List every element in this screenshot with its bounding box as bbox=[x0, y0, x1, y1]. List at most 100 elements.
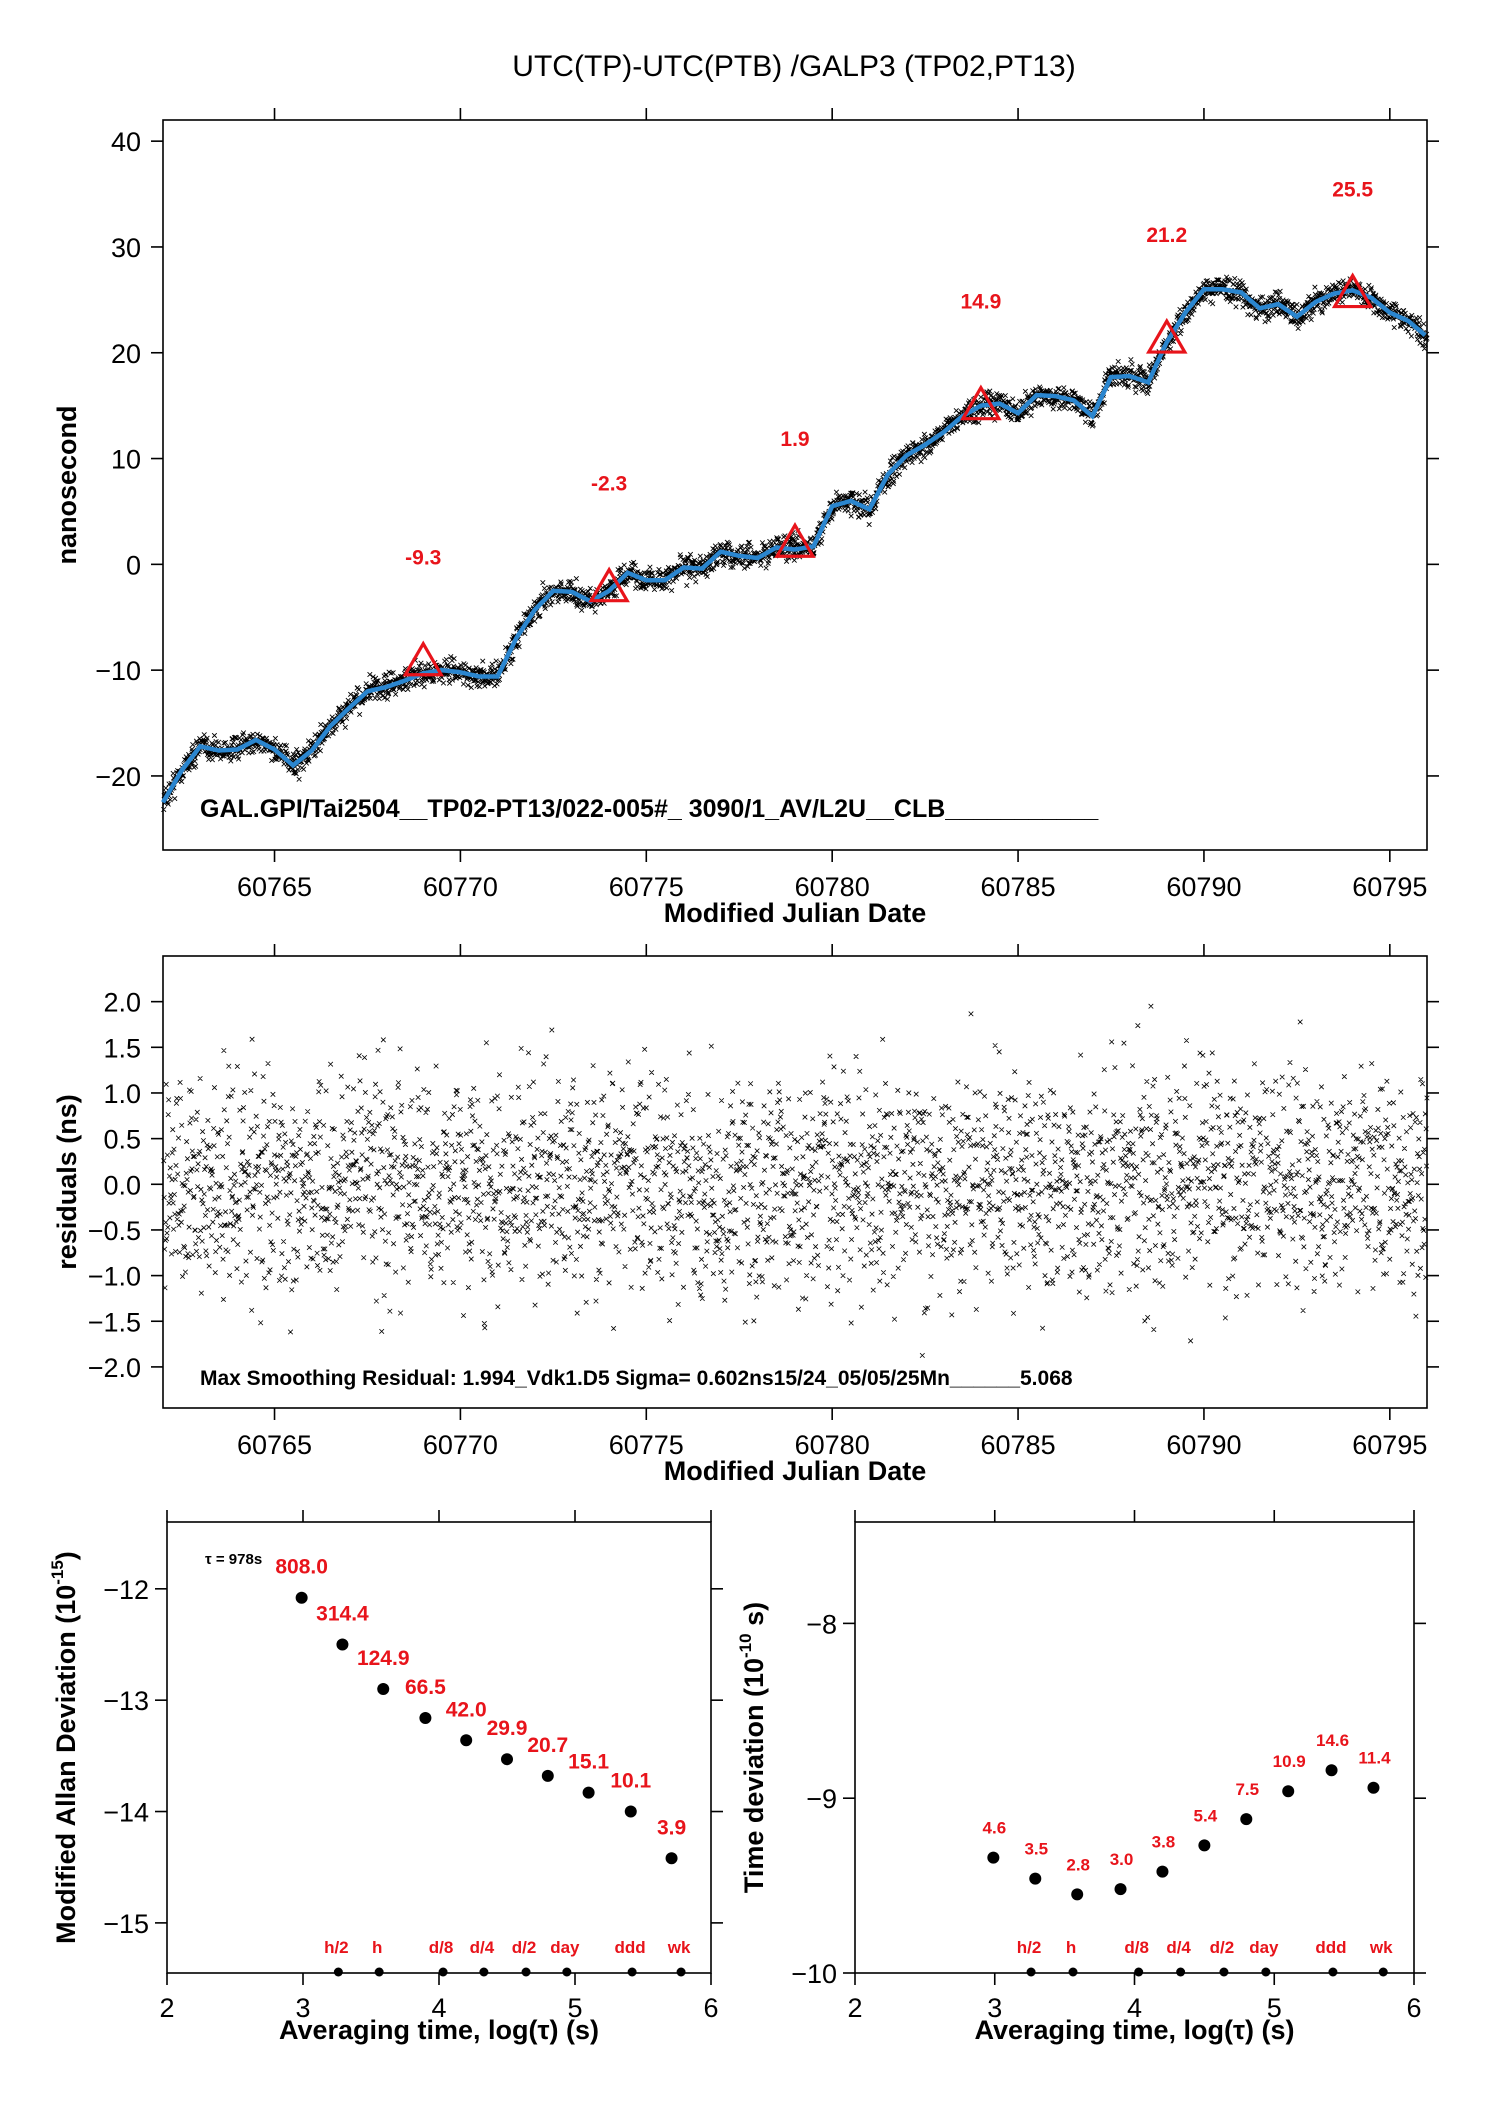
mdev-interval-dot bbox=[627, 1967, 637, 1977]
mdev-point bbox=[419, 1711, 432, 1724]
ts-marker bbox=[1145, 317, 1188, 354]
mdev-point bbox=[377, 1683, 390, 1696]
tdev-point-label: 11.4 bbox=[1358, 1749, 1391, 1768]
ts-xtick-label: 60775 bbox=[609, 872, 684, 902]
tdev-y-axis-label-text: Time deviation bbox=[739, 1705, 769, 1894]
mdev-point-label: 42.0 bbox=[446, 1698, 487, 1721]
tdev-interval-label: d/8 bbox=[1124, 1938, 1149, 1957]
mdev-xtick-label: 2 bbox=[159, 1993, 174, 2023]
tdev-point-label: 3.5 bbox=[1024, 1840, 1048, 1859]
mdev-interval-label: d/8 bbox=[429, 1938, 454, 1957]
tdev-interval-label: ddd bbox=[1315, 1938, 1346, 1957]
residuals-panel: 2.0 1.5 1.0 0.5 0.0 −0.5 −1.0 −1.5 −2.0 60765 6077… bbox=[52, 944, 1439, 1486]
tdev-point-label: 5.4 bbox=[1194, 1806, 1218, 1825]
ts-marker bbox=[960, 384, 1002, 421]
ts-measurement-cloud bbox=[161, 274, 1430, 813]
ts-ytick-label: −20 bbox=[95, 762, 141, 792]
ts-marker bbox=[1331, 272, 1374, 309]
tdev-interval-label: day bbox=[1249, 1938, 1279, 1957]
tdev-xtick-label: 4 bbox=[1127, 1993, 1142, 2023]
mdev-y-axis-label-exp: -15 bbox=[48, 1560, 67, 1585]
mdev-point bbox=[460, 1734, 473, 1747]
mdev-y-axis-label-open: (10 bbox=[51, 1585, 81, 1632]
ts-marker bbox=[402, 640, 445, 677]
mdev-interval-dot bbox=[479, 1967, 489, 1977]
mdev-panel: 2 3 4 5 6 −12 −13 −14 −15 Averaging time, log(τ) … bbox=[48, 1510, 723, 2045]
tdev-point-label: 14.6 bbox=[1316, 1731, 1349, 1750]
tdev-point bbox=[1156, 1865, 1169, 1878]
tdev-point bbox=[1367, 1781, 1380, 1794]
tdev-point bbox=[1114, 1883, 1127, 1896]
mdev-interval-dot bbox=[676, 1967, 686, 1977]
mdev-frame bbox=[166, 1521, 712, 1974]
ts-ytick-label: 10 bbox=[111, 445, 141, 475]
tdev-y-axis-label-open: (10 bbox=[739, 1658, 769, 1705]
res-xtick-label: 60780 bbox=[795, 1430, 870, 1460]
tdev-ytick-label: −10 bbox=[791, 1959, 837, 1989]
res-ytick-label: −0.5 bbox=[88, 1216, 141, 1246]
tdev-interval-dot bbox=[1026, 1967, 1036, 1977]
ts-ytick-label: 40 bbox=[111, 127, 141, 157]
mdev-interval-label: day bbox=[550, 1938, 580, 1957]
tdev-interval-dot bbox=[1134, 1967, 1144, 1977]
res-frame bbox=[162, 955, 1428, 1409]
ts-xtick-label: 60780 bbox=[795, 872, 870, 902]
tdev-interval-label: h/2 bbox=[1017, 1938, 1042, 1957]
res-xtick-label: 60775 bbox=[609, 1430, 684, 1460]
res-ytick-label: 1.0 bbox=[103, 1079, 141, 1109]
mdev-point-label: 66.5 bbox=[405, 1676, 446, 1699]
mdev-ytick-label: −13 bbox=[103, 1686, 149, 1716]
ts-marker-label: -9.3 bbox=[405, 547, 441, 570]
mdev-point-label: 20.7 bbox=[527, 1734, 568, 1757]
ts-ytick-label: 0 bbox=[126, 550, 141, 580]
tdev-point bbox=[1240, 1813, 1253, 1826]
chart-title: UTC(TP)-UTC(PTB) /GALP3 (TP02,PT13) bbox=[512, 50, 1075, 83]
mdev-y-axis-label-text: Modified Allan Deviation bbox=[51, 1631, 81, 1944]
ts-xtick-label: 60795 bbox=[1352, 872, 1427, 902]
tdev-y-axis-label-close: s) bbox=[739, 1602, 769, 1634]
mdev-interval-dot bbox=[562, 1967, 572, 1977]
tdev-interval-dot bbox=[1219, 1967, 1229, 1977]
mdev-ytick-label: −12 bbox=[103, 1575, 149, 1605]
mdev-interval-dot bbox=[374, 1967, 384, 1977]
mdev-point-label: 808.0 bbox=[275, 1556, 328, 1579]
tdev-point-label: 3.8 bbox=[1152, 1833, 1176, 1852]
tdev-interval-label: wk bbox=[1369, 1938, 1393, 1957]
tdev-xtick-label: 6 bbox=[1406, 1993, 1421, 2023]
tdev-point bbox=[1029, 1872, 1042, 1885]
ts-measurement-points bbox=[161, 274, 1430, 813]
ts-ytick-label: −10 bbox=[95, 656, 141, 686]
tdev-interval-dot bbox=[1328, 1967, 1338, 1977]
tdev-ytick-label: −9 bbox=[806, 1784, 837, 1814]
tdev-point bbox=[1325, 1764, 1338, 1777]
tdev-y-axis-label-exp: -10 bbox=[736, 1633, 755, 1658]
mdev-y-axis-label: Modified Allan Deviation (10-15) bbox=[48, 1551, 81, 1944]
ts-note: GAL.GPI/Tai2504__TP02-PT13/022-005#_ 309… bbox=[200, 795, 1099, 823]
ts-xtick-label: 60785 bbox=[981, 872, 1056, 902]
ts-marker-label: 21.2 bbox=[1146, 224, 1187, 247]
res-ytick-label: 1.5 bbox=[103, 1033, 141, 1063]
tdev-ytick-label: −8 bbox=[806, 1609, 837, 1639]
tdev-interval-label: h bbox=[1066, 1938, 1076, 1957]
tdev-panel: 2 3 4 5 6 −8 −9 −10 Averaging time, log(τ) (s) Ti… bbox=[736, 1510, 1426, 2045]
mdev-interval-label: d/4 bbox=[470, 1938, 495, 1957]
mdev-interval-label: h/2 bbox=[324, 1938, 349, 1957]
tdev-y-axis-label: Time deviation (10-10 s) bbox=[736, 1602, 769, 1893]
tdev-interval-dot bbox=[1068, 1967, 1078, 1977]
mdev-interval-label: wk bbox=[667, 1938, 691, 1957]
mdev-point bbox=[665, 1852, 678, 1865]
ts-fit-line bbox=[161, 287, 1427, 804]
mdev-point bbox=[501, 1753, 513, 1766]
ts-marker-label: 14.9 bbox=[960, 291, 1001, 314]
mdev-point-label: 314.4 bbox=[316, 1602, 369, 1625]
tdev-interval-label: d/2 bbox=[1210, 1938, 1235, 1957]
tdev-interval-dot bbox=[1261, 1967, 1271, 1977]
res-ytick-label: 0.0 bbox=[103, 1170, 141, 1200]
mdev-point bbox=[541, 1769, 554, 1782]
mdev-interval-label: h bbox=[372, 1938, 382, 1957]
res-xtick-label: 60770 bbox=[423, 1430, 498, 1460]
tdev-xtick-label: 2 bbox=[847, 1993, 862, 2023]
tdev-point-label: 7.5 bbox=[1235, 1780, 1259, 1799]
tdev-interval-label: d/4 bbox=[1166, 1938, 1191, 1957]
res-xtick-label: 60785 bbox=[981, 1430, 1056, 1460]
